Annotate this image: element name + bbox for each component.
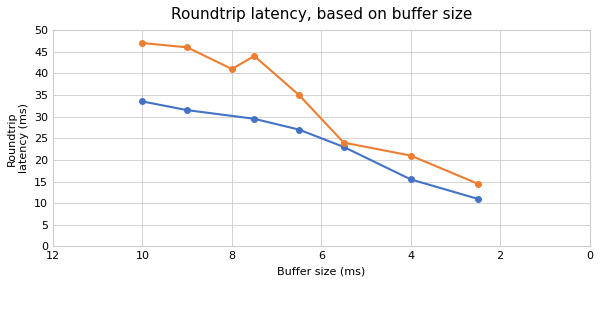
X-axis label: Buffer size (ms): Buffer size (ms) — [277, 267, 365, 277]
AudioGraph — [139, 41, 146, 45]
Line: AudioGraph: AudioGraph — [140, 40, 481, 186]
WASAPI — [251, 117, 258, 121]
Legend: WASAPI, AudioGraph: WASAPI, AudioGraph — [218, 313, 425, 316]
AudioGraph — [229, 67, 236, 71]
WASAPI — [139, 100, 146, 103]
WASAPI — [295, 128, 302, 131]
WASAPI — [184, 108, 191, 112]
Y-axis label: Roundtrip
latency (ms): Roundtrip latency (ms) — [7, 103, 29, 173]
WASAPI — [340, 145, 347, 149]
AudioGraph — [340, 141, 347, 144]
Line: WASAPI: WASAPI — [140, 99, 481, 202]
WASAPI — [407, 178, 415, 181]
WASAPI — [474, 197, 481, 201]
AudioGraph — [295, 93, 302, 97]
Title: Roundtrip latency, based on buffer size: Roundtrip latency, based on buffer size — [170, 7, 472, 22]
AudioGraph — [407, 154, 415, 157]
AudioGraph — [251, 54, 258, 58]
AudioGraph — [184, 46, 191, 49]
AudioGraph — [474, 182, 481, 185]
